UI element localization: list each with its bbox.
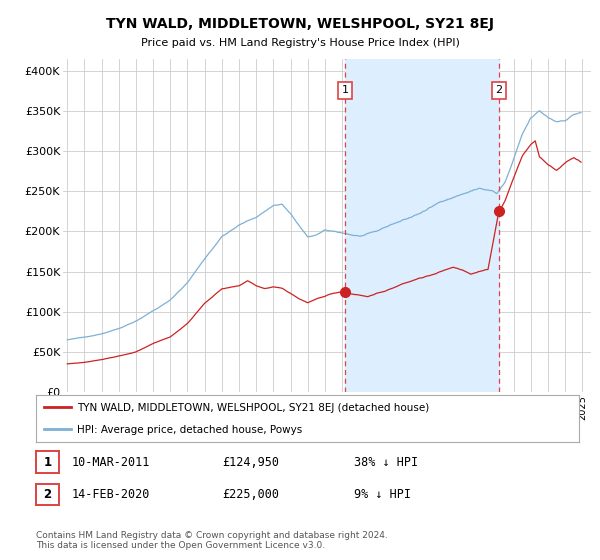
Text: 1: 1 bbox=[342, 86, 349, 95]
Text: HPI: Average price, detached house, Powys: HPI: Average price, detached house, Powy… bbox=[77, 424, 302, 435]
Text: Price paid vs. HM Land Registry's House Price Index (HPI): Price paid vs. HM Land Registry's House … bbox=[140, 38, 460, 48]
Text: 2: 2 bbox=[43, 488, 52, 501]
Text: TYN WALD, MIDDLETOWN, WELSHPOOL, SY21 8EJ: TYN WALD, MIDDLETOWN, WELSHPOOL, SY21 8E… bbox=[106, 17, 494, 31]
Text: 10-MAR-2011: 10-MAR-2011 bbox=[72, 455, 151, 469]
Text: 9% ↓ HPI: 9% ↓ HPI bbox=[354, 488, 411, 501]
Text: 14-FEB-2020: 14-FEB-2020 bbox=[72, 488, 151, 501]
Text: 38% ↓ HPI: 38% ↓ HPI bbox=[354, 455, 418, 469]
Text: TYN WALD, MIDDLETOWN, WELSHPOOL, SY21 8EJ (detached house): TYN WALD, MIDDLETOWN, WELSHPOOL, SY21 8E… bbox=[77, 403, 429, 413]
Text: £124,950: £124,950 bbox=[222, 455, 279, 469]
Text: £225,000: £225,000 bbox=[222, 488, 279, 501]
Bar bbox=[345, 59, 499, 392]
Text: 2: 2 bbox=[495, 86, 502, 95]
Text: 1: 1 bbox=[43, 455, 52, 469]
Text: Contains HM Land Registry data © Crown copyright and database right 2024.
This d: Contains HM Land Registry data © Crown c… bbox=[36, 530, 388, 550]
